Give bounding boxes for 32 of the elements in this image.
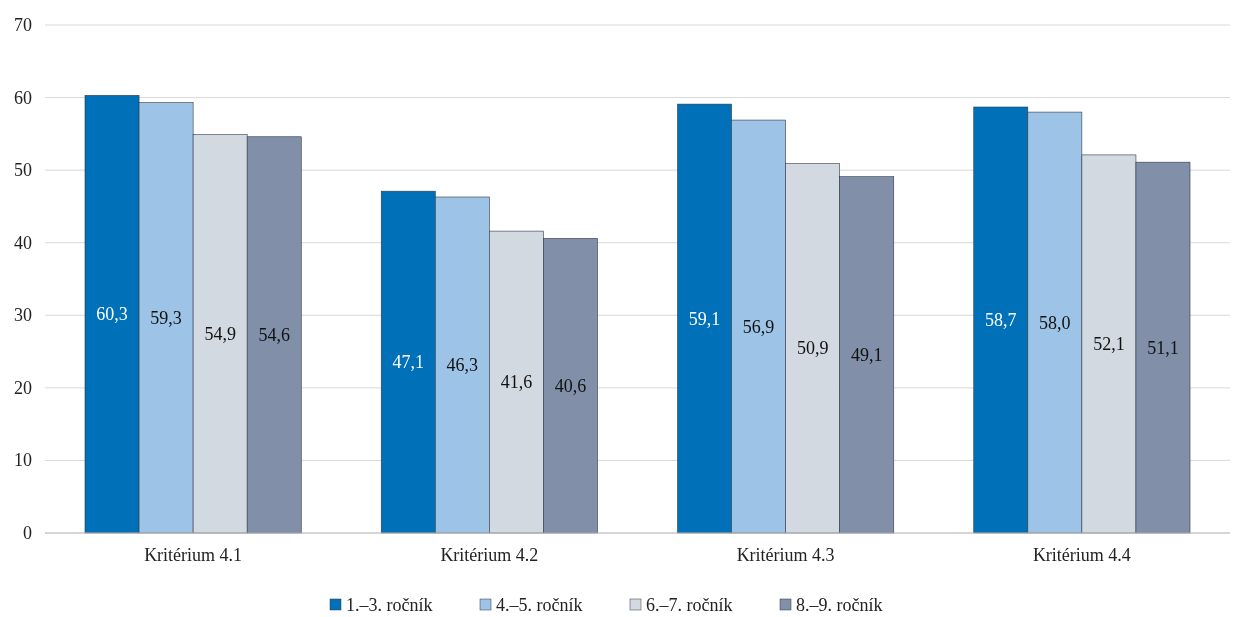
- data-label: 47,1: [392, 352, 425, 373]
- x-tick-label: Kritérium 4.4: [1032, 545, 1131, 565]
- y-tick-label: 60: [14, 87, 32, 108]
- y-tick-label: 30: [14, 305, 32, 326]
- legend-label: 1.–3. ročník: [346, 595, 433, 615]
- data-label: 60,3: [96, 304, 128, 325]
- x-tick-label: Kritérium 4.3: [736, 545, 835, 565]
- legend-label: 4.–5. ročník: [496, 595, 583, 615]
- y-tick-label: 40: [14, 232, 32, 253]
- y-tick-label: 10: [14, 450, 32, 471]
- data-label: 40,6: [554, 375, 587, 396]
- x-tick-label: Kritérium 4.2: [440, 545, 539, 565]
- legend-label: 6.–7. ročník: [646, 595, 733, 615]
- data-label: 49,1: [850, 344, 883, 365]
- data-label: 51,1: [1147, 337, 1179, 358]
- data-label: 54,9: [204, 323, 236, 344]
- data-label: 59,3: [150, 307, 182, 328]
- data-label: 52,1: [1093, 333, 1125, 354]
- y-tick-label: 70: [14, 15, 32, 35]
- data-label: 58,7: [985, 310, 1017, 330]
- data-label: 41,6: [500, 372, 533, 393]
- x-tick-label: Kritérium 4.1: [144, 545, 243, 565]
- data-label: 59,1: [688, 308, 721, 329]
- data-label: 46,3: [446, 355, 479, 375]
- data-label: 56,9: [742, 316, 775, 337]
- legend-label: 8.–9. ročník: [796, 595, 883, 615]
- data-label: 50,9: [796, 338, 829, 359]
- y-tick-label: 0: [23, 523, 32, 543]
- y-tick-label: 20: [14, 377, 32, 398]
- y-tick-label: 50: [14, 160, 32, 181]
- data-label: 58,0: [1039, 312, 1071, 333]
- data-label: 54,6: [258, 324, 290, 345]
